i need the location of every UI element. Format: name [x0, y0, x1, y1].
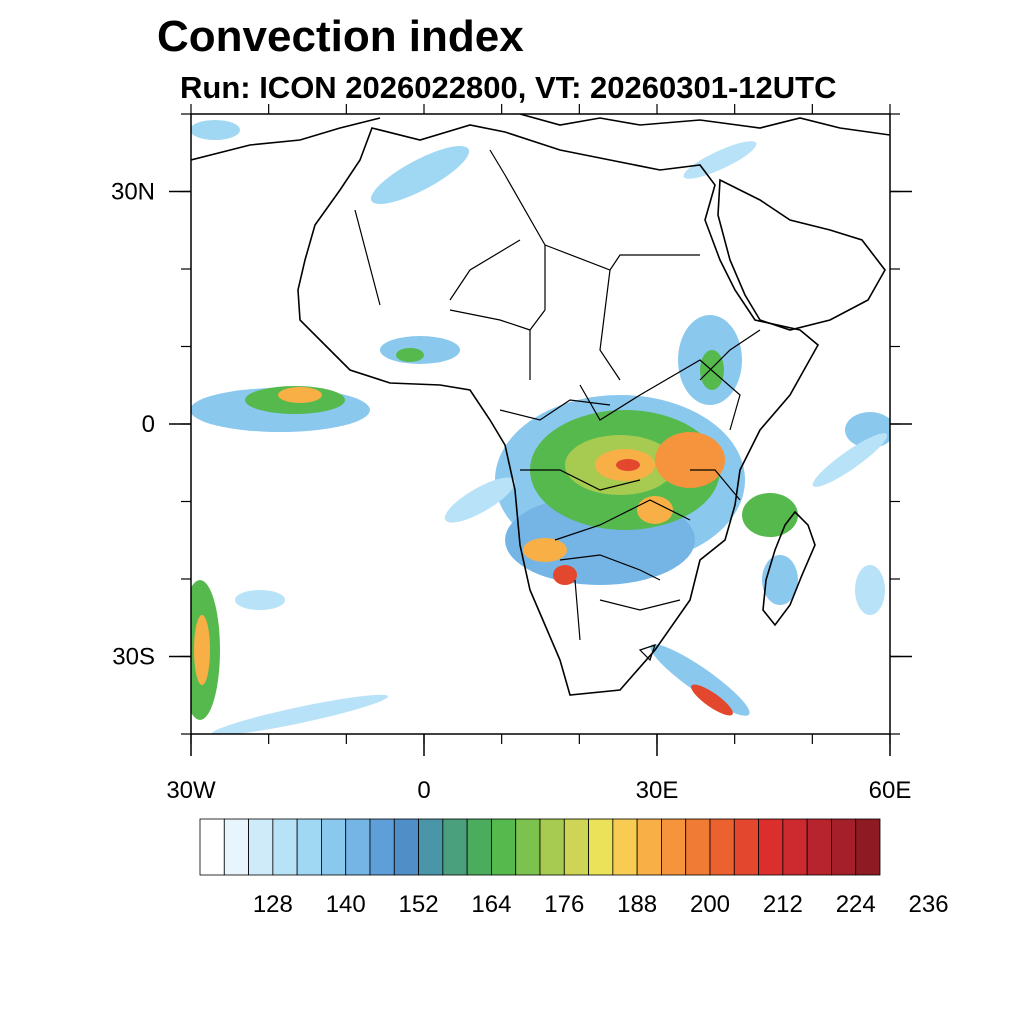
field-blob: [396, 348, 424, 362]
colorbar-label: 188: [617, 891, 657, 918]
colorbar-label: 152: [399, 891, 439, 918]
colorbar-label: 128: [253, 891, 293, 918]
colorbar-swatch: [636, 818, 662, 876]
field-blob: [655, 432, 725, 488]
colorbar-swatch: [223, 818, 249, 876]
colorbar-swatch: [321, 818, 347, 876]
colorbar-label: 224: [836, 891, 876, 918]
colorbar-swatch: [296, 818, 322, 876]
y-tick-label: 30N: [111, 179, 155, 206]
colorbar-swatch: [369, 818, 395, 876]
arabia-coastline: [717, 178, 886, 331]
colorbar-swatch: [393, 818, 419, 876]
colorbar-swatch: [806, 818, 832, 876]
y-tick-label: 0: [142, 411, 155, 438]
europe-coastline: [191, 114, 890, 161]
colorbar-label: 164: [471, 891, 511, 918]
colorbar-swatch: [709, 818, 735, 876]
colorbar-swatch: [733, 818, 759, 876]
colorbar-label: 140: [326, 891, 366, 918]
colorbar-swatch: [661, 818, 687, 876]
colorbar-swatch: [442, 818, 468, 876]
colorbar-swatch: [758, 818, 784, 876]
colorbar-swatch: [685, 818, 711, 876]
colorbar-swatch: [491, 818, 517, 876]
field-blob: [194, 615, 210, 685]
colorbar-swatch: [588, 818, 614, 876]
country-border: [354, 149, 761, 662]
field-blob: [235, 590, 285, 610]
field-blob: [637, 496, 673, 524]
x-tick-label: 0: [417, 777, 430, 804]
colorbar-swatch: [248, 818, 274, 876]
colorbar-swatch: [782, 818, 808, 876]
map-subtitle: Run: ICON 2026022800, VT: 20260301-12UTC: [180, 70, 837, 105]
colorbar-swatch: [563, 818, 589, 876]
field-blob: [742, 493, 798, 537]
map-axes: 30W 0 30E 60E 30N 0 30S: [111, 104, 912, 804]
y-tick-label: 30S: [112, 644, 155, 671]
colorbar-swatch: [466, 818, 492, 876]
field-blob: [523, 538, 567, 562]
colorbar-swatch: [418, 818, 444, 876]
colorbar-label: 212: [763, 891, 803, 918]
map-title: Convection index: [157, 12, 524, 61]
colorbar-label: 200: [690, 891, 730, 918]
colorbar-label: 236: [909, 891, 949, 918]
field-blob: [553, 565, 577, 585]
madagascar-coastline: [762, 510, 816, 627]
colorbar-swatch: [612, 818, 638, 876]
field-blob: [650, 644, 750, 716]
field-blob: [762, 555, 798, 605]
colorbar-swatch: [539, 818, 565, 876]
field-blob: [855, 565, 885, 615]
field-blob: [211, 694, 389, 734]
convection-field: [191, 120, 890, 734]
x-tick-label: 30E: [636, 777, 679, 804]
colorbar-swatch: [831, 818, 857, 876]
x-tick-label: 60E: [869, 777, 912, 804]
colorbar-swatch: [515, 818, 541, 876]
country-borders: [354, 149, 761, 662]
colorbar-swatch: [199, 818, 225, 876]
field-blob: [191, 120, 240, 140]
colorbar-swatch: [855, 818, 881, 876]
field-blob: [683, 141, 757, 179]
field-blob: [444, 477, 516, 523]
coastlines: [191, 114, 890, 696]
field-blob: [616, 459, 640, 471]
africa-coastline: [297, 124, 820, 696]
colorbar: 128 140 152 164 176 188 200 212 224 236: [199, 818, 949, 918]
colorbar-swatch: [345, 818, 371, 876]
field-blob: [691, 684, 733, 716]
field-blob: [812, 433, 888, 487]
colorbar-swatch: [272, 818, 298, 876]
field-blob: [278, 387, 322, 403]
colorbar-label: 176: [544, 891, 584, 918]
field-blob: [370, 145, 470, 205]
x-tick-label: 30W: [166, 777, 216, 804]
